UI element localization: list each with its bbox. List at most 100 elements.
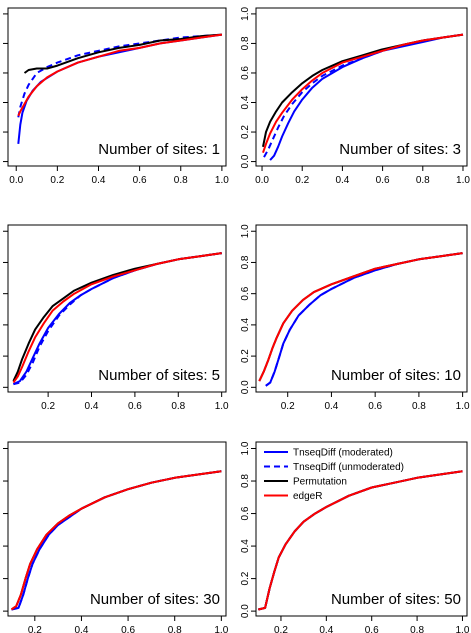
y-tick-label: 0.6 <box>240 66 251 80</box>
y-tick-label: 0.2 <box>0 349 3 363</box>
y-tick-label: 0.0 <box>0 604 3 618</box>
x-tick-label: 0.6 <box>128 401 142 412</box>
x-tick-label: 0.8 <box>412 401 426 412</box>
x-tick-label: 0.6 <box>376 175 390 186</box>
panel-label: Number of sites: 5 <box>98 367 220 384</box>
x-tick-label: 0.4 <box>92 175 106 186</box>
plot-frame <box>7 224 227 393</box>
y-tick-label: 0.8 <box>0 255 3 269</box>
x-tick-label: 0.2 <box>28 625 42 633</box>
plot-frame <box>255 224 468 393</box>
x-tick-label: 0.4 <box>319 625 333 633</box>
series-line-edger <box>17 33 223 117</box>
y-tick-label: 0.0 <box>0 154 3 168</box>
panel-6: 0.2 0.4 0.6 0.8 1.0 0.0 0.2 0.4 0.6 0.8 1.0 Number … <box>240 441 470 633</box>
x-tick-label: 0.2 <box>295 175 309 186</box>
panel-label: Number of sites: 1 <box>98 141 220 158</box>
x-tick-label: 1.0 <box>214 625 228 633</box>
series-line-permutation <box>12 252 222 382</box>
series-line-edger <box>258 470 463 611</box>
x-tick-label: 0.2 <box>41 401 55 412</box>
x-tick-label: 1.0 <box>456 401 470 412</box>
series-line-edger <box>10 470 222 611</box>
y-tick-label: 0.2 <box>0 571 3 585</box>
series-line-permutation <box>23 33 222 74</box>
x-tick-label: 0.8 <box>410 625 424 633</box>
series-line-permutation <box>258 252 463 382</box>
legend-label-tnseqdiff_unmoderated: TnseqDiff (unmoderated) <box>293 462 404 473</box>
panel-2: 0.0 0.2 0.4 0.6 0.8 1.0 0.0 0.2 0.4 0.6 0.8 1.0 Numb… <box>240 7 470 186</box>
y-tick-label: 0.6 <box>0 66 3 80</box>
plot-frame <box>255 441 468 617</box>
x-tick-label: 1.0 <box>456 175 470 186</box>
series-line-edger <box>12 252 222 384</box>
y-tick-label: 0.8 <box>0 474 3 488</box>
x-tick-label: 0.6 <box>365 625 379 633</box>
y-tick-label: 1.0 <box>0 224 3 238</box>
panel-5: 0.2 0.4 0.6 0.8 1.0 0.0 0.2 0.4 0.6 0.8 1.0 Number … <box>0 441 229 633</box>
legend-label-permutation: Permutation <box>293 477 347 488</box>
legend: TnseqDiff (moderated) TnseqDiff (unmodera… <box>264 448 404 502</box>
x-tick-label: 0.4 <box>335 175 349 186</box>
y-tick-label: 0.8 <box>0 36 3 50</box>
series-line-tnseqdiff_unmoderated <box>17 33 222 118</box>
x-tick-label: 0.0 <box>9 175 23 186</box>
y-tick-label: 0.4 <box>0 539 3 553</box>
series-line-tnseqdiff_unmoderated <box>13 252 222 386</box>
plot-frame <box>7 7 227 167</box>
x-tick-label: 0.6 <box>121 625 135 633</box>
y-tick-label: 0.6 <box>0 286 3 300</box>
y-tick-label: 1.0 <box>240 224 251 238</box>
y-tick-label: 0.0 <box>240 380 251 394</box>
panel-label: Number of sites: 30 <box>90 591 220 608</box>
x-tick-label: 0.8 <box>168 625 182 633</box>
y-tick-label: 0.0 <box>240 604 251 618</box>
y-tick-label: 1.0 <box>0 441 3 455</box>
series-line-tnseqdiff_moderated <box>269 33 464 161</box>
y-tick-label: 0.8 <box>240 255 251 269</box>
y-tick-label: 1.0 <box>240 7 251 21</box>
y-tick-label: 0.4 <box>240 318 251 332</box>
series-line-tnseqdiff_unmoderated <box>263 33 464 158</box>
y-tick-label: 0.2 <box>240 125 251 139</box>
plot-frame <box>255 7 468 167</box>
x-tick-label: 0.2 <box>281 401 295 412</box>
x-tick-label: 1.0 <box>456 625 470 633</box>
plot-frame <box>7 441 227 617</box>
y-tick-label: 0.4 <box>240 95 251 109</box>
panel-3: 0.2 0.4 0.6 0.8 1.0 0.0 0.2 0.4 0.6 0.8 1.0 Number … <box>0 224 229 412</box>
panel-1: 0.0 0.2 0.4 0.6 0.8 1.0 0.0 0.2 0.4 0.6 0.8 1.0 Numb… <box>0 7 229 186</box>
y-tick-label: 0.4 <box>240 539 251 553</box>
y-tick-label: 0.8 <box>240 474 251 488</box>
x-tick-label: 0.2 <box>274 625 288 633</box>
y-tick-label: 1.0 <box>0 7 3 21</box>
y-tick-label: 0.0 <box>240 154 251 168</box>
x-tick-label: 0.2 <box>50 175 64 186</box>
y-tick-label: 0.2 <box>240 571 251 585</box>
y-tick-label: 0.6 <box>240 286 251 300</box>
legend-label-edger: edgeR <box>293 491 322 502</box>
x-tick-label: 0.8 <box>171 401 185 412</box>
y-tick-label: 0.6 <box>0 506 3 520</box>
legend-label-tnseqdiff_moderated: TnseqDiff (moderated) <box>293 448 393 459</box>
y-tick-label: 0.0 <box>0 380 3 394</box>
series-line-edger <box>262 33 464 154</box>
panel-label: Number of sites: 10 <box>331 367 461 384</box>
x-tick-label: 0.4 <box>74 625 88 633</box>
y-tick-label: 0.2 <box>0 125 3 139</box>
panel-label: Number of sites: 50 <box>331 591 461 608</box>
x-tick-label: 1.0 <box>215 175 229 186</box>
x-tick-label: 0.6 <box>368 401 382 412</box>
x-tick-label: 1.0 <box>215 401 229 412</box>
x-tick-label: 0.4 <box>324 401 338 412</box>
x-tick-label: 0.0 <box>255 175 269 186</box>
x-tick-label: 0.8 <box>174 175 188 186</box>
series-line-permutation <box>262 33 464 147</box>
x-tick-label: 0.4 <box>85 401 99 412</box>
y-tick-label: 0.4 <box>0 318 3 332</box>
y-tick-label: 0.2 <box>240 349 251 363</box>
x-tick-label: 0.8 <box>416 175 430 186</box>
x-tick-label: 0.6 <box>133 175 147 186</box>
series-line-edger <box>258 252 463 382</box>
